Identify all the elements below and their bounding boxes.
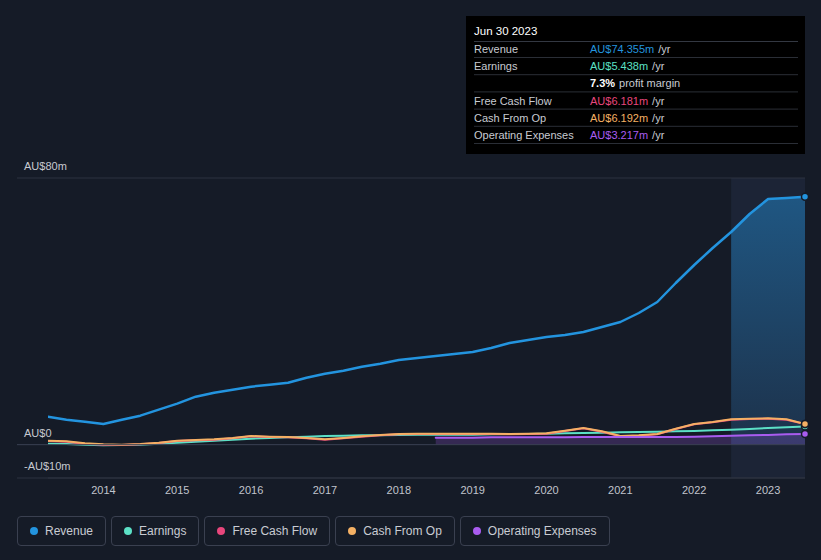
x-tick-label: 2015 bbox=[165, 484, 189, 496]
highlight-area-group bbox=[731, 197, 805, 445]
end-dot bbox=[802, 421, 809, 428]
tooltip-label: Free Cash Flow bbox=[474, 95, 552, 107]
tooltip-separator bbox=[474, 74, 798, 75]
tooltip-value-text: AU$6.181m/yr bbox=[590, 95, 665, 107]
x-tick-label: 2023 bbox=[756, 484, 780, 496]
legend-swatch bbox=[124, 527, 132, 535]
end-dot bbox=[802, 430, 809, 437]
tooltip-unit: /yr bbox=[652, 60, 665, 72]
tooltip-value-text: AU$3.217m/yr bbox=[590, 129, 665, 141]
tooltip: Jun 30 2023 Revenue AU$74.355m/yr Earnings A… bbox=[466, 16, 805, 154]
legend-label: Operating Expenses bbox=[488, 524, 597, 538]
tooltip-separator bbox=[474, 41, 798, 42]
x-tick-label: 2020 bbox=[534, 484, 558, 496]
tooltip-separator bbox=[474, 91, 798, 92]
legend-swatch bbox=[473, 527, 481, 535]
y-tick-label: AU$0 bbox=[24, 427, 52, 439]
x-axis-line bbox=[48, 478, 805, 479]
chart: -AU$10m AU$0 AU$80m 2014 2015 2016 2017 2018 201… bbox=[0, 0, 821, 560]
x-tick-label: 2022 bbox=[682, 484, 706, 496]
legend-label: Free Cash Flow bbox=[232, 524, 317, 538]
tooltip-title: Jun 30 2023 bbox=[474, 25, 537, 37]
tooltip-unit: /yr bbox=[658, 43, 671, 55]
revenue-area bbox=[731, 197, 805, 445]
grid-line bbox=[17, 444, 805, 445]
tooltip-unit: /yr bbox=[652, 129, 665, 141]
tooltip-box bbox=[466, 16, 805, 154]
y-tick-label: AU$80m bbox=[24, 160, 67, 172]
tooltip-separator bbox=[474, 126, 798, 127]
legend-item[interactable]: Operating Expenses bbox=[460, 516, 610, 546]
legend-item[interactable]: Revenue bbox=[17, 516, 106, 546]
legend-item[interactable]: Cash From Op bbox=[335, 516, 455, 546]
tooltip-unit: /yr bbox=[652, 112, 665, 124]
margin-text: profit margin bbox=[619, 77, 680, 89]
tooltip-value-text: AU$5.438m/yr bbox=[590, 60, 665, 72]
x-tick-label: 2018 bbox=[387, 484, 411, 496]
x-tick-label: 2014 bbox=[91, 484, 115, 496]
margin-value: 7.3% bbox=[590, 77, 615, 89]
plot-area bbox=[48, 178, 805, 478]
legend-swatch bbox=[30, 527, 38, 535]
tooltip-value: AU$74.355m bbox=[590, 43, 654, 55]
series-line bbox=[436, 434, 805, 438]
tooltip-value: AU$5.438m bbox=[590, 60, 648, 72]
legend-item[interactable]: Earnings bbox=[111, 516, 199, 546]
series-line bbox=[48, 419, 805, 445]
x-tick-label: 2019 bbox=[460, 484, 484, 496]
legend-swatch bbox=[348, 527, 356, 535]
tooltip-separator bbox=[474, 109, 798, 110]
tooltip-label: Cash From Op bbox=[474, 112, 546, 124]
legend-label: Earnings bbox=[139, 524, 186, 538]
x-tick-label: 2017 bbox=[313, 484, 337, 496]
grid-line bbox=[17, 478, 805, 479]
series-line bbox=[48, 418, 805, 444]
tooltip-value: AU$6.181m bbox=[590, 95, 648, 107]
legend-label: Cash From Op bbox=[363, 524, 442, 538]
tooltip-unit: /yr bbox=[652, 95, 665, 107]
tooltip-value: AU$6.192m bbox=[590, 112, 648, 124]
tooltip-value-text: AU$74.355m/yr bbox=[590, 43, 671, 55]
tooltip-separator bbox=[474, 143, 798, 144]
series-line bbox=[48, 197, 805, 424]
tooltip-margin: 7.3% profit margin bbox=[590, 77, 680, 89]
tooltip-label: Operating Expenses bbox=[474, 129, 574, 141]
end-dot bbox=[802, 193, 809, 200]
legend: Revenue Earnings Free Cash Flow Cash From O… bbox=[17, 516, 610, 546]
legend-item[interactable]: Free Cash Flow bbox=[204, 516, 330, 546]
x-tick-label: 2016 bbox=[239, 484, 263, 496]
end-dot bbox=[802, 421, 809, 428]
tooltip-separator bbox=[474, 57, 798, 58]
tooltip-value-text: AU$6.192m/yr bbox=[590, 112, 665, 124]
tooltip-label: Earnings bbox=[474, 60, 518, 72]
y-tick-label: -AU$10m bbox=[24, 460, 70, 472]
tooltip-value: AU$3.217m bbox=[590, 129, 648, 141]
legend-swatch bbox=[217, 527, 225, 535]
legend-label: Revenue bbox=[45, 524, 93, 538]
tooltip-label: Revenue bbox=[474, 43, 518, 55]
grid-line bbox=[17, 178, 805, 179]
x-tick-label: 2021 bbox=[608, 484, 632, 496]
